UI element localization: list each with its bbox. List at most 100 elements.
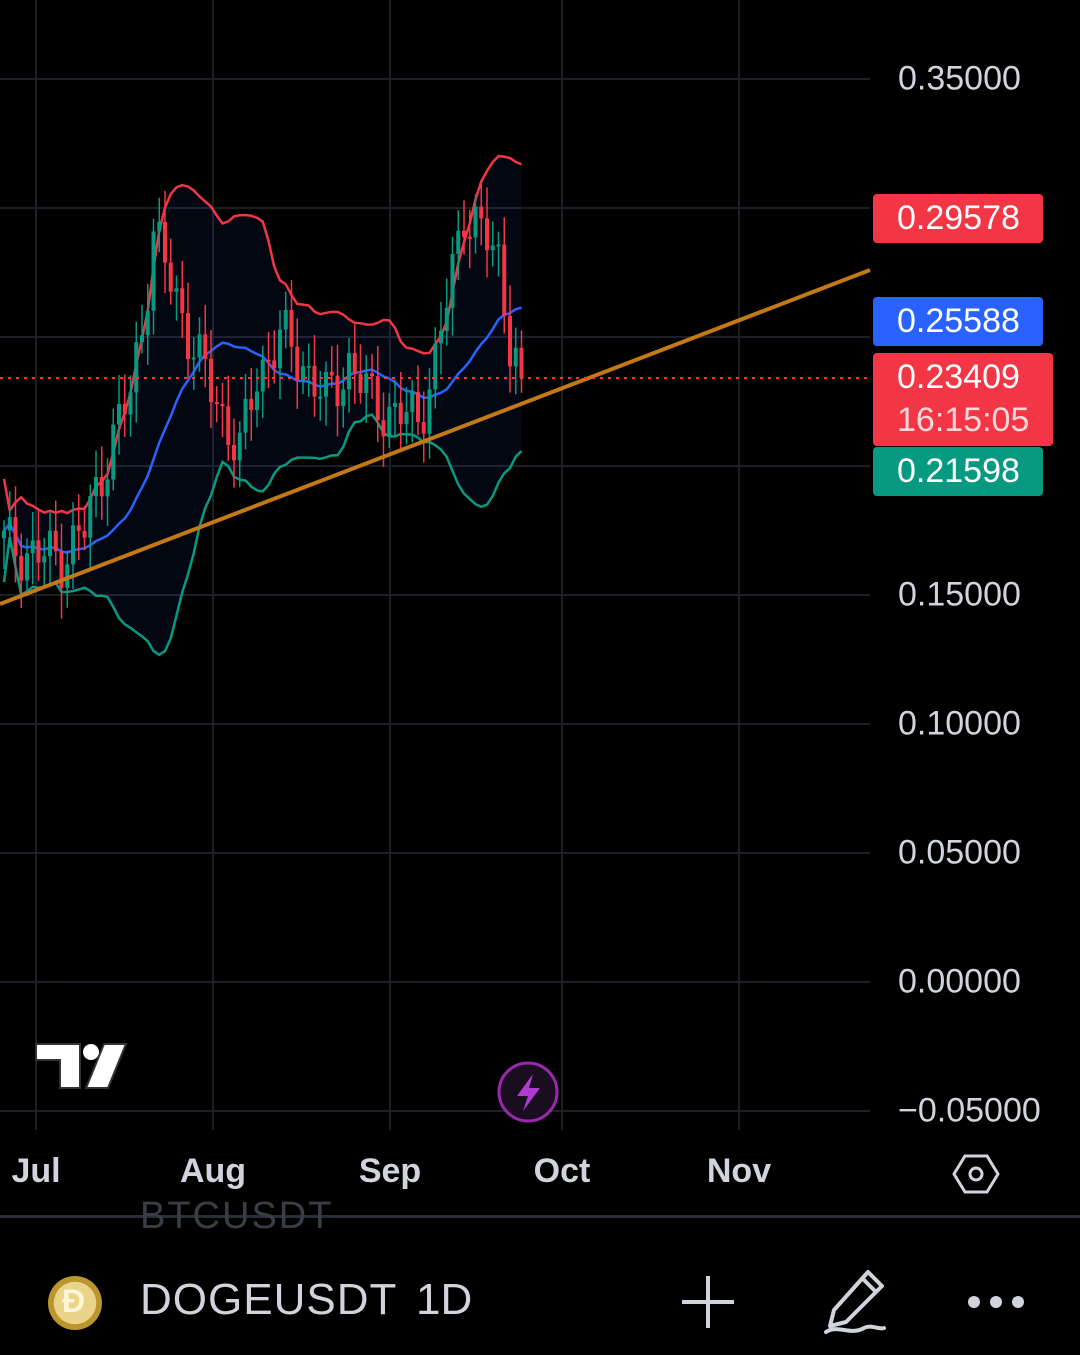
candle-body	[249, 398, 254, 410]
candle-body	[485, 218, 489, 251]
candle-body	[122, 403, 127, 415]
bar-countdown: 16:15:05	[897, 401, 1030, 439]
candle-body	[433, 343, 438, 390]
trendline[interactable]	[0, 268, 871, 606]
candle-body	[306, 365, 311, 368]
candle-body	[19, 555, 24, 581]
time-label: Nov	[706, 1152, 772, 1190]
lower-band-badge: 0.21598	[873, 447, 1043, 496]
candle-body	[444, 307, 449, 331]
candle-body	[352, 352, 357, 375]
candle-body	[151, 231, 156, 311]
candle-body	[427, 389, 432, 434]
candle-body	[283, 310, 288, 330]
candle-body	[312, 365, 317, 397]
symbol-name[interactable]: DOGEUSDT	[140, 1275, 398, 1324]
candle-body	[7, 517, 12, 531]
candle-body	[450, 253, 455, 308]
price-label: 0.05000	[898, 833, 1021, 872]
candle-body	[88, 496, 93, 538]
candle-body	[421, 422, 426, 434]
candle-body	[341, 389, 346, 407]
interval-selector[interactable]: 1D	[416, 1275, 473, 1324]
last-price-badge: 0.23409 16:15:05	[873, 353, 1053, 446]
candle-body	[203, 334, 208, 359]
candle-body	[439, 330, 443, 344]
candle-body	[255, 391, 259, 410]
lightning-icon[interactable]	[497, 1061, 559, 1123]
candle-body	[456, 230, 461, 254]
chart-grid	[0, 0, 870, 1130]
tradingview-logo[interactable]	[35, 1043, 128, 1089]
candle-body	[237, 432, 242, 461]
candle-body	[335, 375, 340, 407]
candle-body	[467, 236, 472, 239]
candle-body	[375, 376, 380, 421]
lower-band-line	[2, 413, 523, 657]
candle-body	[289, 310, 294, 347]
candle-body	[370, 373, 374, 377]
candle-body	[134, 342, 139, 393]
candle-body	[266, 359, 271, 362]
candle-body	[324, 371, 328, 397]
time-label: Jul	[11, 1152, 61, 1190]
candle-body	[393, 402, 397, 407]
candle-body	[358, 374, 363, 394]
candle-body	[364, 373, 369, 394]
candle-body	[99, 477, 104, 497]
candles	[2, 182, 524, 619]
price-label: 0.35000	[898, 59, 1021, 98]
price-label: 0.00000	[898, 962, 1021, 1001]
plus-icon[interactable]	[678, 1272, 738, 1332]
candle-body	[278, 329, 282, 369]
bottom-toolbar	[0, 1215, 1080, 1355]
candle-body	[462, 230, 466, 237]
candle-body	[502, 244, 507, 316]
candle-body	[128, 392, 133, 415]
candle-body	[168, 262, 173, 292]
candle-body	[25, 553, 29, 581]
candle-body	[398, 402, 403, 425]
candle-body	[82, 530, 87, 538]
candle-body	[473, 206, 478, 238]
candle-body	[53, 530, 58, 552]
candle-body	[13, 517, 18, 556]
candle-body	[163, 221, 167, 263]
dogecoin-icon[interactable]	[48, 1276, 102, 1330]
hexagon-settings-icon[interactable]	[952, 1154, 1000, 1194]
candle-body	[272, 360, 277, 369]
time-label: Aug	[179, 1152, 247, 1190]
candle-body	[404, 411, 409, 425]
price-label: 0.15000	[898, 575, 1021, 614]
candle-body	[226, 406, 231, 445]
candle-body	[416, 392, 420, 423]
upper-band-badge: 0.29578	[873, 194, 1043, 243]
candle-body	[105, 479, 110, 497]
time-label: Oct	[533, 1152, 591, 1190]
candle-body	[197, 334, 202, 358]
candle-body	[347, 352, 351, 390]
chart-canvas[interactable]	[0, 0, 1080, 1215]
candle-body	[479, 206, 484, 219]
candle-body	[301, 366, 305, 381]
candle-body	[140, 335, 144, 343]
candle-body	[214, 402, 219, 405]
candle-body	[329, 371, 334, 376]
candle-body	[381, 420, 386, 437]
candle-body	[513, 347, 518, 367]
pencil-icon[interactable]	[820, 1266, 890, 1336]
price-label: 0.10000	[898, 704, 1021, 743]
candle-body	[508, 315, 512, 367]
price-label: −0.05000	[898, 1091, 1041, 1130]
candle-body	[145, 310, 150, 336]
more-dots-icon[interactable]	[964, 1290, 1028, 1314]
candle-body	[30, 540, 35, 554]
candle-body	[318, 396, 323, 399]
candle-body	[191, 357, 196, 360]
candle-body	[117, 403, 121, 425]
candle-body	[220, 404, 225, 407]
candle-body	[71, 525, 75, 565]
last-price-value: 0.23409	[897, 358, 1020, 396]
candle-body	[111, 424, 116, 480]
candle-body	[209, 358, 213, 403]
